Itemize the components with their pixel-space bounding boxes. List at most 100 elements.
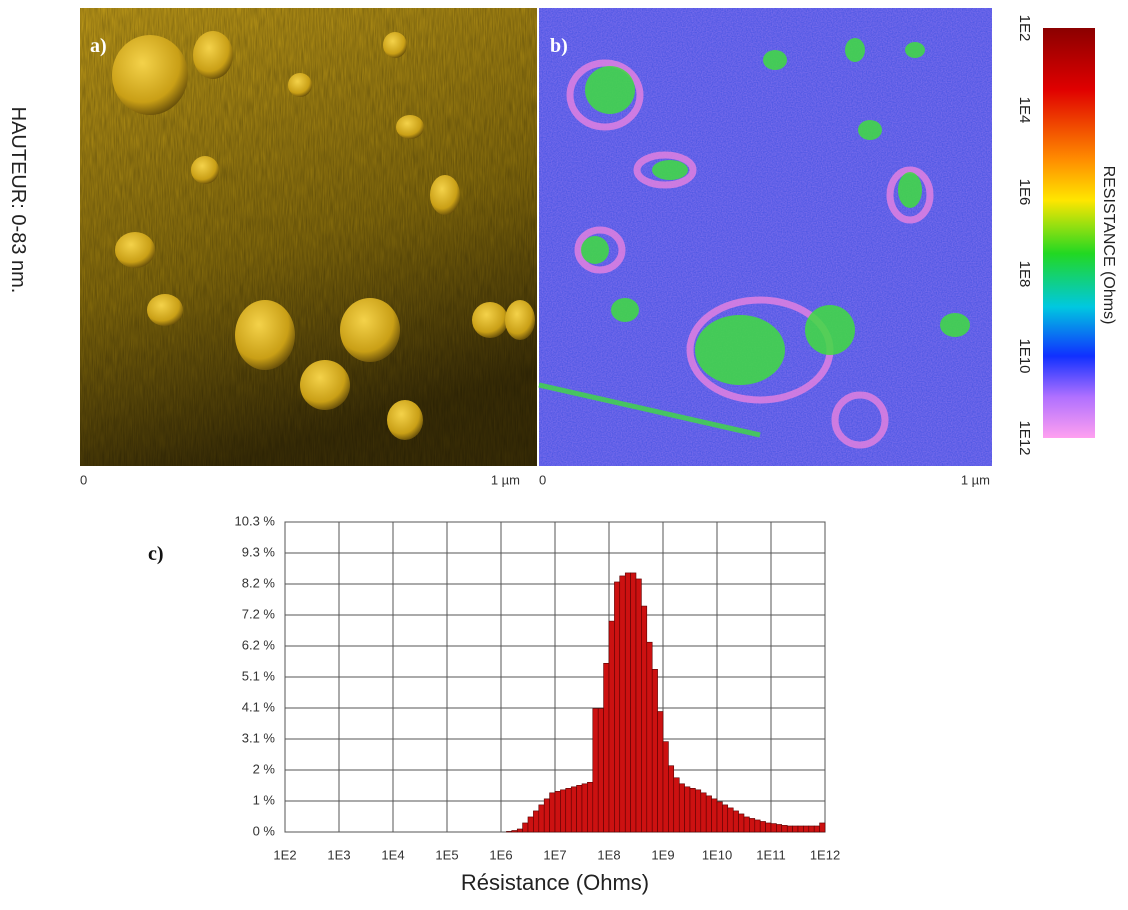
bar <box>765 822 772 833</box>
x-tick-label: 1E2 <box>273 847 296 862</box>
colorbar <box>1043 28 1095 438</box>
bar <box>819 822 826 833</box>
x-tick-label: 1E11 <box>756 847 785 862</box>
scale-end: 1 µm <box>961 472 990 487</box>
bar <box>538 804 545 833</box>
y-tick-label: 8.2 % <box>242 575 276 590</box>
height-image <box>80 8 537 466</box>
colorbar-tick-label: 1E2 <box>1016 15 1033 42</box>
bar <box>549 792 556 833</box>
bar <box>770 823 777 833</box>
bar <box>651 669 658 833</box>
scale-start: 0 <box>539 472 546 487</box>
colorbar-tick-label: 1E10 <box>1016 338 1033 373</box>
bar <box>565 788 572 833</box>
bar <box>624 572 631 833</box>
y-tick-label: 5.1 % <box>242 668 276 683</box>
bar <box>711 798 718 833</box>
y-tick-label: 7.2 % <box>242 606 276 621</box>
bar <box>813 825 820 833</box>
scale-end: 1 µm <box>491 472 520 487</box>
y-tick-label: 1 % <box>253 792 276 807</box>
bar <box>808 825 815 833</box>
bar <box>678 783 685 833</box>
x-axis-title: Résistance (Ohms) <box>461 870 649 895</box>
bar <box>727 807 734 833</box>
bar <box>570 786 577 833</box>
scale-start: 0 <box>80 472 87 487</box>
bar <box>673 777 680 833</box>
panel-label: a) <box>90 35 107 57</box>
bar <box>587 781 594 833</box>
bar <box>776 824 783 833</box>
bar <box>668 765 675 833</box>
y-tick-label: 3.1 % <box>242 730 276 745</box>
bar <box>646 641 653 833</box>
bar <box>511 830 518 833</box>
bar <box>689 788 696 833</box>
height-label: HAUTEUR: 0-83 nm. <box>7 107 29 294</box>
y-tick-label: 4.1 % <box>242 699 276 714</box>
bar <box>597 708 604 833</box>
bar <box>738 813 745 833</box>
colorbar-tick-label: 1E6 <box>1016 179 1033 206</box>
y-tick-label: 6.2 % <box>242 637 276 652</box>
x-tick-label: 1E9 <box>651 847 674 862</box>
x-tick-label: 1E6 <box>489 847 512 862</box>
bar <box>705 795 712 833</box>
bar <box>662 741 669 833</box>
bar <box>722 804 729 833</box>
x-tick-label: 1E12 <box>810 847 840 862</box>
bar <box>743 816 750 833</box>
bar <box>506 831 513 833</box>
bar <box>716 801 723 833</box>
bar <box>522 822 529 833</box>
bar <box>641 605 648 833</box>
bar <box>614 581 621 833</box>
bar <box>635 578 642 833</box>
colorbar-title: RESISTANCE (Ohms) <box>1100 166 1117 325</box>
bar <box>695 789 702 833</box>
y-tick-label: 10.3 % <box>235 513 276 528</box>
panel-label: b) <box>550 35 568 57</box>
bar <box>803 825 810 833</box>
bar <box>792 825 799 833</box>
bar <box>603 662 610 833</box>
bar <box>543 798 550 833</box>
colorbar-tick-label: 1E12 <box>1016 420 1033 455</box>
x-tick-label: 1E7 <box>543 847 566 862</box>
bar <box>797 825 804 833</box>
bar <box>527 816 534 833</box>
bar <box>554 791 561 833</box>
x-tick-label: 1E10 <box>702 847 732 862</box>
y-tick-label: 0 % <box>253 823 276 838</box>
bar <box>533 810 540 833</box>
bar <box>749 818 756 833</box>
bar <box>576 785 583 833</box>
x-tick-label: 1E4 <box>381 847 404 862</box>
bar <box>700 792 707 833</box>
bar <box>592 708 599 833</box>
bar <box>684 786 691 833</box>
bar <box>560 789 567 833</box>
colorbar-tick-label: 1E8 <box>1016 261 1033 288</box>
bar <box>759 821 766 833</box>
bar <box>781 825 788 833</box>
bar <box>608 620 615 833</box>
x-tick-label: 1E8 <box>597 847 620 862</box>
bar <box>516 828 523 833</box>
y-tick-label: 2 % <box>253 761 276 776</box>
y-tick-label: 9.3 % <box>242 544 276 559</box>
bar <box>786 825 793 833</box>
colorbar-tick-label: 1E4 <box>1016 97 1033 124</box>
x-tick-label: 1E3 <box>327 847 350 862</box>
resistance-image <box>538 8 992 466</box>
bar <box>581 783 588 833</box>
bar <box>754 819 761 833</box>
bar <box>657 711 664 833</box>
bar <box>630 572 637 833</box>
chart-label: c) <box>148 543 164 565</box>
bar <box>619 575 626 833</box>
x-tick-label: 1E5 <box>435 847 458 862</box>
